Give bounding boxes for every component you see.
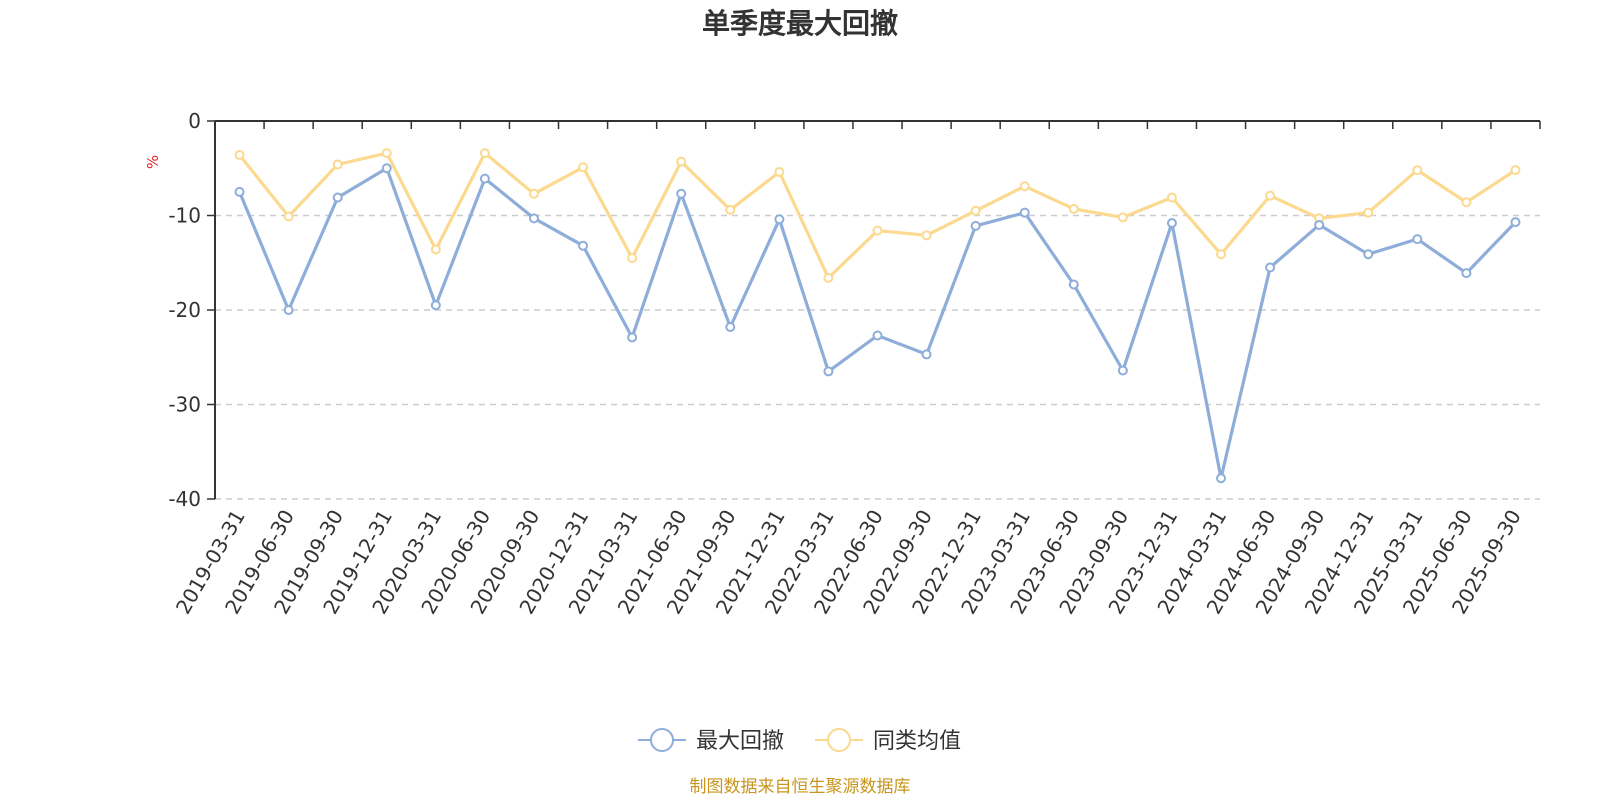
data-point[interactable] — [774, 214, 785, 225]
y-tick-label: -20 — [168, 298, 201, 322]
series-lines — [234, 148, 1521, 484]
data-point[interactable] — [1363, 249, 1374, 260]
data-point[interactable] — [381, 163, 392, 174]
data-point[interactable] — [970, 220, 981, 231]
data-point[interactable] — [234, 150, 245, 161]
data-point[interactable] — [725, 322, 736, 333]
data-point[interactable] — [921, 349, 932, 360]
data-point[interactable] — [479, 148, 490, 159]
axes — [207, 120, 1541, 500]
series-max-drawdown — [234, 163, 1521, 484]
data-point[interactable] — [1166, 192, 1177, 203]
data-point[interactable] — [528, 213, 539, 224]
y-tick-labels: 0 -10 -20 -30 -40 — [168, 109, 201, 511]
x-tick-labels: 2019-03-312019-06-302019-09-302019-12-31… — [171, 506, 1526, 619]
data-point[interactable] — [1412, 234, 1423, 245]
data-point[interactable] — [381, 148, 392, 159]
data-point[interactable] — [332, 192, 343, 203]
y-tick-label: -30 — [168, 393, 201, 417]
y-tick-label: 0 — [188, 109, 201, 133]
data-point[interactable] — [1461, 197, 1472, 208]
data-source-note: 制图数据来自恒生聚源数据库 — [690, 777, 911, 797]
data-point[interactable] — [627, 332, 638, 343]
legend-marker-icon — [827, 728, 851, 752]
data-point[interactable] — [1265, 190, 1276, 201]
chart-title: 单季度最大回撤 — [702, 7, 898, 40]
legend-item[interactable]: 最大回撤 — [638, 728, 784, 754]
data-point[interactable] — [823, 272, 834, 283]
data-point[interactable] — [1117, 365, 1128, 376]
y-tick-label: -10 — [168, 204, 201, 228]
data-point[interactable] — [970, 205, 981, 216]
data-point[interactable] — [430, 244, 441, 255]
data-point[interactable] — [1510, 165, 1521, 176]
data-point[interactable] — [1068, 279, 1079, 290]
grid-lines — [215, 214, 1540, 500]
data-point[interactable] — [1019, 207, 1030, 218]
data-point[interactable] — [332, 159, 343, 170]
legend-label: 同类均值 — [873, 729, 961, 754]
legend-label: 最大回撤 — [696, 729, 784, 754]
data-point[interactable] — [283, 305, 294, 315]
y-tick-label: -40 — [168, 487, 201, 511]
data-point[interactable] — [578, 162, 589, 173]
data-point[interactable] — [921, 230, 932, 241]
data-point[interactable] — [774, 167, 785, 178]
y-axis-unit-label: % — [144, 155, 162, 169]
data-point[interactable] — [528, 188, 539, 199]
data-point[interactable] — [676, 156, 687, 167]
data-point[interactable] — [1510, 217, 1521, 228]
data-point[interactable] — [1019, 181, 1030, 192]
data-point[interactable] — [1117, 212, 1128, 223]
data-point[interactable] — [1166, 218, 1177, 229]
legend: 最大回撤 同类均值 — [638, 728, 961, 754]
data-point[interactable] — [1314, 219, 1325, 230]
data-point[interactable] — [1216, 473, 1227, 484]
data-point[interactable] — [725, 204, 736, 215]
series-peer-average — [234, 148, 1521, 283]
data-point[interactable] — [676, 188, 687, 199]
data-point[interactable] — [627, 253, 638, 264]
legend-item[interactable]: 同类均值 — [815, 728, 961, 754]
data-point[interactable] — [1363, 207, 1374, 218]
data-point[interactable] — [1068, 203, 1079, 214]
data-point[interactable] — [1461, 268, 1472, 279]
data-point[interactable] — [872, 225, 883, 236]
data-point[interactable] — [1412, 165, 1423, 176]
data-point[interactable] — [234, 186, 245, 197]
legend-marker-icon — [650, 728, 674, 752]
data-point[interactable] — [479, 173, 490, 184]
data-point[interactable] — [823, 366, 834, 377]
data-point[interactable] — [283, 211, 294, 222]
data-point[interactable] — [578, 240, 589, 251]
data-point[interactable] — [1216, 249, 1227, 260]
data-point[interactable] — [1265, 262, 1276, 273]
data-point[interactable] — [872, 330, 883, 341]
data-point[interactable] — [430, 300, 441, 311]
